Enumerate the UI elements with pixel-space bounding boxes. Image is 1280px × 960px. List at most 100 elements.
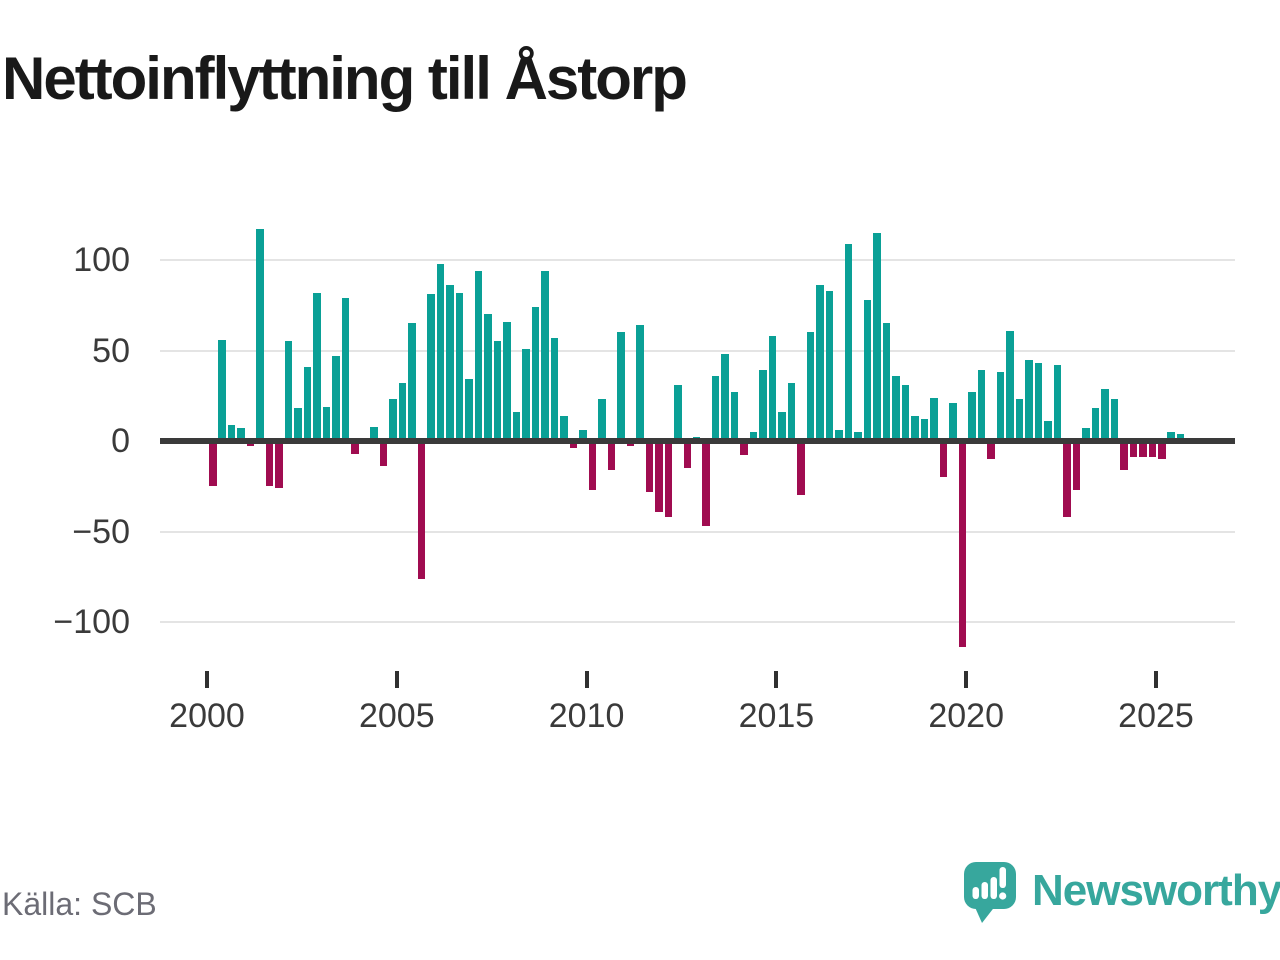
bar (711, 375, 720, 444)
bar (579, 430, 587, 444)
x-tick-mark (394, 671, 399, 688)
bar (863, 299, 872, 444)
x-axis-line (160, 438, 1235, 444)
bar (825, 290, 834, 444)
bar (1072, 438, 1081, 490)
bar (882, 323, 891, 444)
bar (996, 372, 1005, 444)
bar (1091, 408, 1100, 444)
bar (977, 370, 986, 444)
gridline-y--100 (160, 621, 1235, 623)
bar (797, 438, 805, 496)
bar (1082, 428, 1090, 444)
bar (256, 229, 264, 444)
bar (265, 438, 274, 487)
bar (427, 294, 435, 444)
chart-title: Nettoinflyttning till Åstorp (2, 45, 688, 112)
bar (749, 431, 758, 444)
bar (1120, 438, 1128, 470)
gridline-y--50 (160, 530, 1235, 533)
bar (645, 438, 654, 492)
bar (958, 438, 967, 648)
bar (911, 415, 919, 444)
bar (227, 424, 236, 444)
bar (275, 438, 283, 489)
bar (617, 332, 625, 444)
bar (209, 438, 217, 487)
bar (560, 415, 568, 444)
x-tick-label: 2005 (358, 697, 435, 735)
bar (303, 366, 312, 444)
bar (1110, 399, 1119, 444)
bar (987, 438, 995, 460)
x-tick-label: 2000 (169, 697, 245, 735)
bar (493, 341, 502, 444)
bar (398, 383, 407, 444)
bar (1129, 438, 1138, 458)
bar (522, 348, 530, 444)
bar (531, 307, 540, 444)
bar (436, 263, 445, 444)
bar (237, 428, 245, 444)
x-tick-mark (584, 671, 589, 688)
bar (892, 375, 900, 444)
bar (417, 438, 426, 579)
bar (920, 419, 929, 444)
newsworthy-wordmark: Newsworthy (1032, 866, 1280, 915)
bar (294, 408, 302, 444)
bar (730, 392, 739, 444)
x-tick-mark (774, 671, 779, 688)
bar (1006, 330, 1014, 444)
bar (1034, 363, 1043, 444)
y-tick-label: 0 (111, 422, 130, 460)
bar (968, 392, 976, 444)
bar (598, 399, 606, 444)
bar (332, 355, 340, 444)
x-tick-label: 2025 (1118, 697, 1194, 735)
bar (1148, 438, 1156, 458)
x-tick-mark (205, 671, 209, 688)
bar (503, 321, 511, 444)
source-label: Källa: SCB (2, 886, 157, 922)
bar (541, 270, 549, 444)
bar (322, 406, 331, 444)
x-tick-label: 2010 (548, 697, 625, 735)
bar (740, 438, 748, 456)
gridline-y-50 (160, 349, 1235, 352)
bar (702, 438, 710, 527)
bar (787, 383, 796, 444)
bar (389, 399, 397, 444)
bar (313, 292, 321, 444)
bar (655, 438, 663, 512)
bar (844, 243, 853, 444)
bar (1025, 359, 1033, 444)
bar (284, 341, 293, 444)
bar (664, 438, 673, 518)
y-tick-label: 50 (92, 331, 130, 370)
bar (778, 412, 786, 444)
bar (854, 431, 862, 444)
newsworthy-speech-bubble-bar-chart-icon (964, 862, 1016, 923)
bar (759, 370, 767, 444)
bar (446, 285, 454, 444)
bar (588, 438, 597, 490)
x-tick-label: 2020 (928, 697, 1004, 735)
bar (484, 314, 492, 444)
bar (636, 325, 644, 444)
bar (939, 438, 948, 478)
bar (901, 384, 910, 444)
bar (721, 354, 729, 444)
bar (835, 430, 843, 444)
bar (1063, 438, 1071, 518)
bar (1053, 364, 1062, 444)
bar (1044, 421, 1052, 444)
bar (455, 292, 464, 444)
bar (816, 285, 824, 444)
gridline-y-100 (160, 259, 1235, 261)
bar (873, 232, 881, 444)
bar (408, 323, 416, 444)
bar (1167, 431, 1175, 444)
x-tick-mark (964, 671, 969, 688)
